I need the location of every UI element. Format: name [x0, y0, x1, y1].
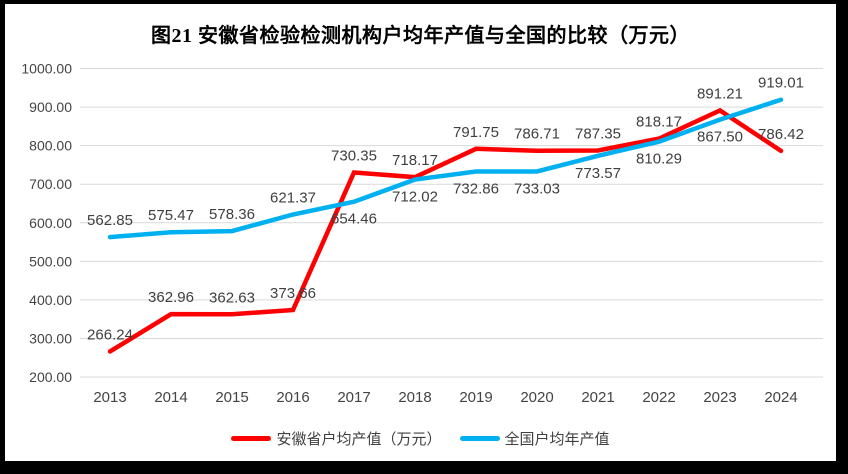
data-label: 786.42 [758, 126, 804, 143]
series-line [107, 97, 784, 240]
data-label: 362.63 [209, 289, 255, 306]
data-label: 867.50 [697, 129, 743, 146]
x-tick-label: 2022 [642, 389, 675, 406]
chart-title: 图21 安徽省检验检测机构户均年产值与全国的比较（万元） [151, 25, 690, 47]
data-label: 578.36 [209, 206, 255, 223]
x-tick-label: 2019 [459, 389, 492, 406]
data-label: 730.35 [331, 147, 377, 164]
y-tick-label: 500.00 [29, 253, 72, 269]
x-tick-label: 2014 [154, 389, 187, 406]
data-label: 810.29 [636, 151, 682, 168]
data-label: 654.46 [331, 211, 377, 228]
data-label: 718.17 [392, 152, 438, 169]
x-tick-label: 2024 [764, 389, 797, 406]
data-label: 733.03 [514, 180, 560, 197]
x-tick-label: 2013 [93, 389, 126, 406]
y-tick-label: 1000.00 [21, 61, 72, 77]
chart-canvas: 图21 安徽省检验检测机构户均年产值与全国的比较（万元） 200.00 300.0… [5, 4, 836, 461]
data-label: 712.02 [392, 189, 438, 206]
legend-label-anhui: 安徽省户均产值（万元） [276, 431, 442, 448]
y-tick-label: 200.00 [29, 369, 72, 385]
y-tick-label: 600.00 [29, 215, 72, 231]
x-tick-label: 2016 [276, 389, 309, 406]
legend-item-anhui: 安徽省户均产值（万元） [231, 428, 442, 449]
data-label: 373.66 [270, 285, 316, 302]
x-tick-label: 2015 [215, 389, 248, 406]
data-label: 919.01 [758, 75, 804, 92]
data-label: 773.57 [575, 165, 621, 182]
y-tick-label: 700.00 [29, 176, 72, 192]
legend-label-national: 全国户均年产值 [504, 431, 610, 448]
y-tick-label: 800.00 [29, 138, 72, 154]
data-label: 266.24 [87, 326, 133, 343]
data-label: 786.71 [514, 126, 560, 143]
legend-swatch-red-line [231, 436, 272, 441]
data-label: 787.35 [575, 126, 621, 143]
y-tick-label: 400.00 [29, 292, 72, 308]
data-label: 575.47 [148, 207, 194, 224]
data-label: 732.86 [453, 181, 499, 198]
series-line [107, 107, 784, 354]
line-chart: 200.00 300.00 400.00 500.00 600.00 700.00 800.… [21, 61, 823, 406]
data-label: 362.96 [148, 289, 194, 306]
y-tick-label: 300.00 [29, 330, 72, 346]
legend-item-national: 全国户均年产值 [459, 428, 610, 449]
x-tick-label: 2018 [398, 389, 431, 406]
chart-legend: 安徽省户均产值（万元） 全国户均年产值 [5, 428, 836, 449]
data-label: 891.21 [697, 85, 743, 102]
x-tick-label: 2017 [337, 389, 370, 406]
x-tick-label: 2020 [520, 389, 553, 406]
data-label: 621.37 [270, 190, 316, 207]
data-label: 818.17 [636, 114, 682, 131]
data-label: 791.75 [453, 124, 499, 141]
legend-swatch-blue-line [459, 436, 500, 441]
x-tick-label: 2021 [581, 389, 614, 406]
x-tick-label: 2023 [703, 389, 736, 406]
y-tick-label: 900.00 [29, 99, 72, 115]
data-label: 562.85 [87, 212, 133, 229]
